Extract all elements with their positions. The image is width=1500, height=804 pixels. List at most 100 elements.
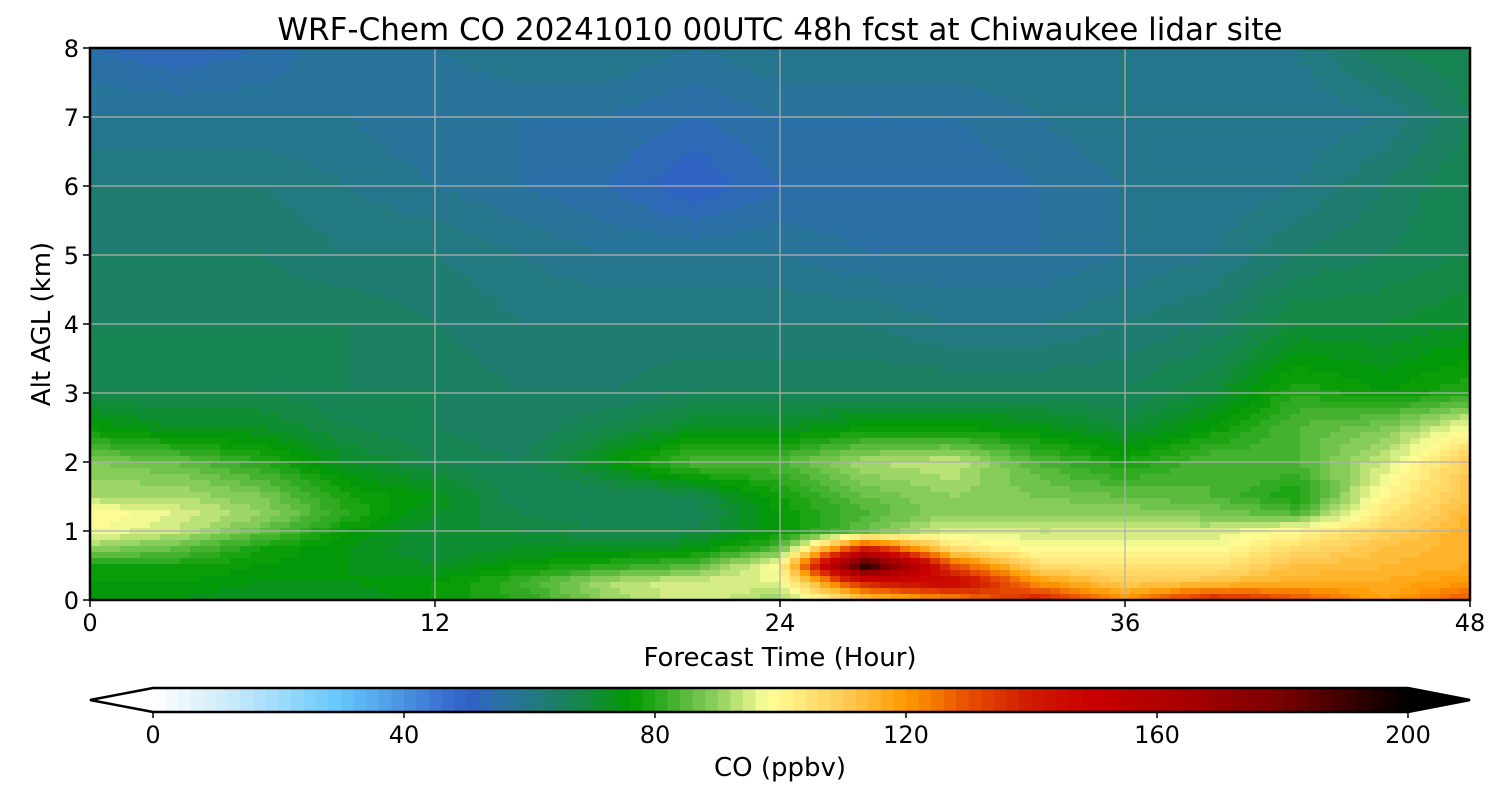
heatmap-cell (250, 372, 261, 379)
heatmap-cell (330, 426, 341, 433)
heatmap-cell (630, 210, 641, 217)
heatmap-cell (490, 510, 501, 517)
heatmap-cell (180, 594, 191, 601)
heatmap-cell (250, 294, 261, 301)
heatmap-cell (330, 504, 341, 511)
heatmap-cell (620, 204, 631, 211)
heatmap-cell (480, 108, 491, 115)
heatmap-cell (330, 54, 341, 61)
heatmap-cell (480, 138, 491, 145)
heatmap-cell (260, 414, 271, 421)
heatmap-cell (560, 120, 571, 127)
heatmap-cell (120, 408, 131, 415)
heatmap-cell (280, 306, 291, 313)
heatmap-cell (120, 330, 131, 337)
heatmap-cell (340, 222, 351, 229)
heatmap-cell (240, 354, 251, 361)
heatmap-cell (450, 168, 461, 175)
heatmap-cell (150, 132, 161, 139)
heatmap-cell (600, 60, 611, 67)
heatmap-cell (520, 246, 531, 253)
heatmap-cell (590, 342, 601, 349)
heatmap-cell (280, 402, 291, 409)
heatmap-cell (550, 264, 561, 271)
heatmap-cell (330, 546, 341, 553)
heatmap-cell (540, 558, 551, 565)
heatmap-cell (530, 438, 541, 445)
heatmap-cell (460, 144, 471, 151)
heatmap-cell (620, 102, 631, 109)
heatmap-cell (450, 408, 461, 415)
heatmap-cell (380, 192, 391, 199)
heatmap-cell (280, 594, 291, 601)
heatmap-cell (310, 54, 321, 61)
heatmap-cell (280, 294, 291, 301)
heatmap-cell (230, 576, 241, 583)
heatmap-cell (300, 546, 311, 553)
heatmap-cell (630, 156, 641, 163)
heatmap-cell (570, 138, 581, 145)
heatmap-cell (290, 162, 301, 169)
heatmap-cell (180, 546, 191, 553)
heatmap-cell (380, 546, 391, 553)
heatmap-cell (110, 432, 121, 439)
heatmap-cell (110, 492, 121, 499)
heatmap-cell (120, 186, 131, 193)
heatmap-cell (300, 180, 311, 187)
heatmap-cell (520, 444, 531, 451)
heatmap-cell (290, 456, 301, 463)
heatmap-cell (460, 126, 471, 133)
heatmap-cell (480, 576, 491, 583)
heatmap-cell (360, 108, 371, 115)
heatmap-cell (350, 462, 361, 469)
heatmap-cell (270, 450, 281, 457)
heatmap-cell (260, 192, 271, 199)
heatmap-cell (490, 288, 501, 295)
heatmap-cell (180, 378, 191, 385)
heatmap-cell (290, 504, 301, 511)
heatmap-cell (460, 150, 471, 157)
heatmap-cell (300, 588, 311, 595)
heatmap-cell (160, 60, 171, 67)
heatmap-cell (350, 186, 361, 193)
heatmap-cell (460, 504, 471, 511)
heatmap-cell (230, 78, 241, 85)
heatmap-cell (580, 294, 591, 301)
heatmap-cell (140, 588, 151, 595)
heatmap-cell (340, 378, 351, 385)
heatmap-cell (360, 192, 371, 199)
heatmap-cell (510, 264, 521, 271)
heatmap-cell (540, 120, 551, 127)
heatmap-cell (450, 138, 461, 145)
heatmap-cell (180, 66, 191, 73)
heatmap-cell (390, 582, 401, 589)
heatmap-cell (330, 330, 341, 337)
heatmap-cell (150, 108, 161, 115)
heatmap-cell (470, 180, 481, 187)
heatmap-cell (420, 378, 431, 385)
heatmap-cell (570, 498, 581, 505)
heatmap-cell (140, 564, 151, 571)
heatmap-cell (90, 264, 101, 271)
heatmap-cell (550, 588, 561, 595)
heatmap-cell (330, 540, 341, 547)
heatmap-cell (610, 246, 621, 253)
heatmap-cell (280, 534, 291, 541)
heatmap-cell (520, 432, 531, 439)
heatmap-cell (180, 426, 191, 433)
heatmap-cell (150, 588, 161, 595)
heatmap-cell (330, 102, 341, 109)
heatmap-cell (290, 408, 301, 415)
heatmap-cell (210, 582, 221, 589)
heatmap-cell (340, 156, 351, 163)
heatmap-cell (120, 582, 131, 589)
heatmap-cell (310, 504, 321, 511)
heatmap-cell (110, 66, 121, 73)
heatmap-cell (110, 54, 121, 61)
heatmap-cell (170, 294, 181, 301)
heatmap-cell (300, 228, 311, 235)
heatmap-cell (400, 366, 411, 373)
heatmap-cell (120, 48, 131, 55)
heatmap-cell (350, 108, 361, 115)
heatmap-cell (140, 210, 151, 217)
